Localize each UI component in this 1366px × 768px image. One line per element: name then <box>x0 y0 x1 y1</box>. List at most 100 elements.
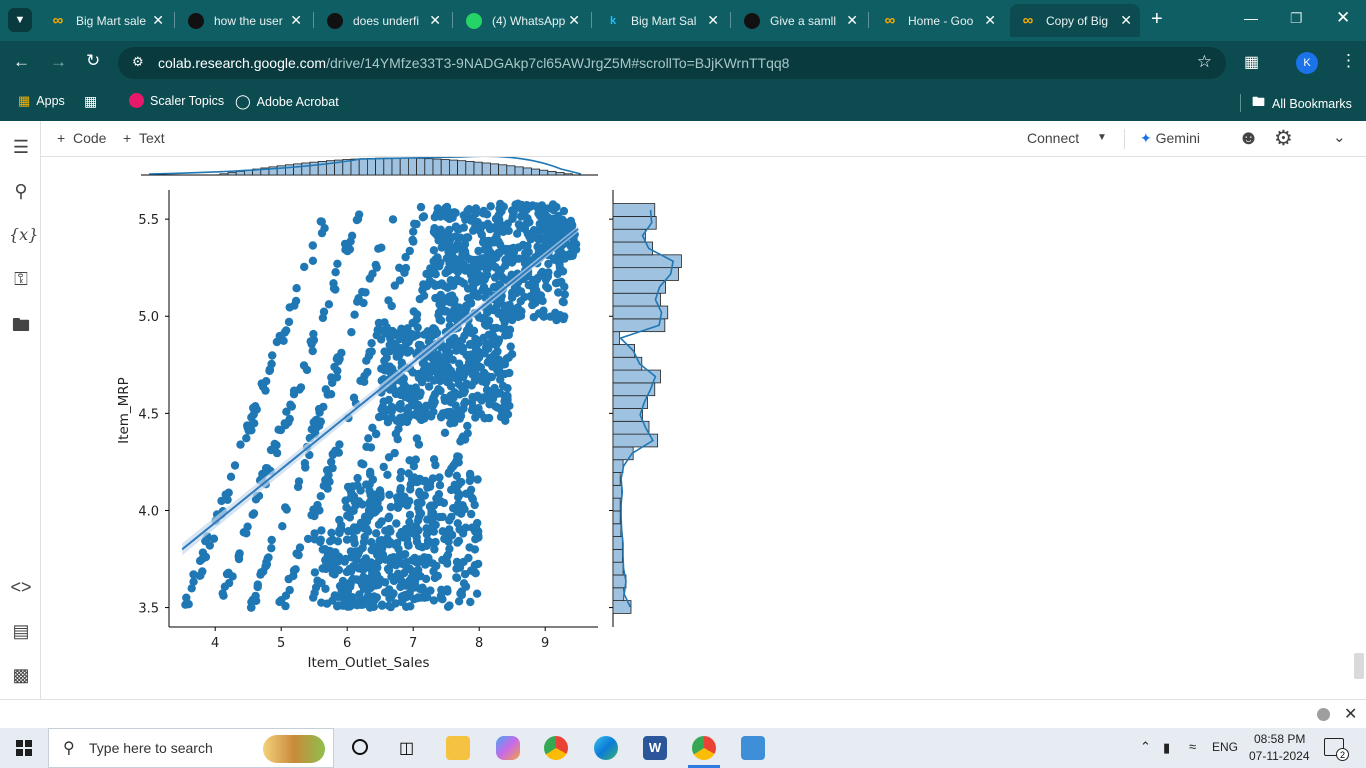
scatter-point <box>548 200 558 209</box>
restore-button[interactable]: ❐ <box>1290 10 1303 26</box>
files-folder-icon[interactable]: 🖿 <box>12 315 30 335</box>
scatter-point <box>429 265 438 274</box>
connect-dropdown[interactable]: ▼ <box>1097 132 1107 143</box>
tab-1[interactable]: how the user ✕ <box>178 4 310 37</box>
windows-start-icon[interactable] <box>16 740 32 756</box>
photos-icon[interactable] <box>741 736 765 760</box>
tab-2[interactable]: does underfi ✕ <box>317 4 449 37</box>
tab-4[interactable]: k Big Mart Sal ✕ <box>595 4 727 37</box>
battery-icon[interactable]: ▮ <box>1163 740 1171 755</box>
scatter-point <box>386 527 395 536</box>
close-tab-icon[interactable]: ✕ <box>1120 12 1132 28</box>
top-hist-bar <box>358 158 368 176</box>
close-icon[interactable]: ✕ <box>1344 706 1358 723</box>
secrets-key-icon[interactable]: ⚿ <box>14 269 28 289</box>
scatter-point <box>182 593 191 602</box>
add-code-button[interactable]: + Code <box>57 130 107 146</box>
avatar[interactable]: K <box>1296 52 1318 74</box>
more-menu-icon[interactable]: ⋮ <box>1340 51 1357 70</box>
site-info-icon[interactable]: ⚙ <box>132 54 144 69</box>
code-snippets-icon[interactable]: <> <box>10 577 32 597</box>
scatter-point <box>397 324 406 333</box>
chrome-profile-icon[interactable] <box>692 736 716 760</box>
scatter-point <box>464 205 474 214</box>
copilot-icon[interactable] <box>496 736 520 760</box>
taskbar-search-box[interactable]: ⚲ Type here to search <box>48 728 334 768</box>
wifi-icon[interactable]: ≈ <box>1189 739 1197 754</box>
scatter-point <box>510 255 520 264</box>
task-view-icon[interactable]: ◫ <box>399 740 415 757</box>
star-icon[interactable]: ☆ <box>1196 52 1212 71</box>
cell-output: 4 5 6 7 8 9 3.5 4.0 4.5 5.0 5.5 Item_Outlet_Sales It… <box>41 157 1351 699</box>
close-window-button[interactable]: ✕ <box>1336 8 1351 27</box>
scatter-point <box>409 307 418 316</box>
word-icon[interactable]: W <box>643 736 667 760</box>
clock-time[interactable]: 08:58 PM <box>1254 732 1306 746</box>
scatter-point <box>481 343 491 352</box>
all-bookmarks[interactable]: 🖿 All Bookmarks <box>1252 93 1352 115</box>
scatter-point <box>413 323 422 332</box>
collapse-chevron-icon[interactable]: ⌄ <box>1333 129 1346 146</box>
add-text-button[interactable]: + Text <box>123 130 165 146</box>
close-tab-icon[interactable]: ✕ <box>429 12 441 28</box>
right-hist-bar <box>612 228 646 243</box>
tab-5[interactable]: Give a samll ✕ <box>734 4 866 37</box>
bookmark-scaler-topics[interactable]: Scaler Topics <box>129 93 224 108</box>
clock-date[interactable]: 07-11-2024 <box>1249 749 1310 763</box>
bookmark-adobe-acrobat[interactable]: ◯ Adobe Acrobat <box>235 93 339 110</box>
chrome-icon[interactable] <box>544 736 568 760</box>
search-icon[interactable]: ⚲ <box>14 181 28 201</box>
tab-search-button[interactable]: ▼ <box>8 8 32 32</box>
scatter-point <box>325 537 335 546</box>
scatter-point <box>391 561 401 570</box>
close-tab-icon[interactable]: ✕ <box>290 12 302 28</box>
command-palette-icon[interactable]: ▤ <box>12 621 30 641</box>
scatter-point <box>401 263 411 273</box>
tab-groups-button[interactable]: ▦ <box>84 93 97 110</box>
colab-toolbar: + Code + Text Connect ▼ ✦ Gemini ☻ ⚙ ⌄ <box>0 121 1366 157</box>
close-tab-icon[interactable]: ✕ <box>846 12 858 28</box>
scatter-point <box>294 477 304 486</box>
scatter-point <box>453 519 462 528</box>
scatter-point <box>236 440 245 449</box>
scatter-point <box>509 248 519 257</box>
tab-0[interactable]: ∞ Big Mart sale ✕ <box>40 4 172 37</box>
close-tab-icon[interactable]: ✕ <box>984 12 996 28</box>
tab-7[interactable]: ∞ Copy of Big ✕ <box>1010 4 1140 37</box>
terminal-icon[interactable]: ▩ <box>12 665 30 685</box>
connect-button[interactable]: Connect <box>1027 130 1079 146</box>
scatter-point <box>479 209 488 218</box>
back-icon[interactable]: ← <box>13 52 30 71</box>
settings-gear-icon[interactable]: ⚙ <box>1274 127 1293 150</box>
scatter-point <box>488 362 497 371</box>
url-field[interactable]: ⚙ colab.research.google.com/drive/14YMfz… <box>118 47 1226 79</box>
share-icon[interactable]: ☻ <box>1238 127 1260 149</box>
tab-6[interactable]: ∞ Home - Goo ✕ <box>872 4 1004 37</box>
minimize-button[interactable]: — <box>1244 10 1258 26</box>
tray-overflow-icon[interactable]: ⌃ <box>1140 739 1151 754</box>
new-tab-button[interactable]: + <box>1151 8 1163 30</box>
scatter-point <box>317 228 327 238</box>
extensions-icon[interactable]: ▦ <box>1244 54 1260 71</box>
scatter-point <box>405 246 414 256</box>
gemini-button[interactable]: ✦ Gemini <box>1140 130 1200 147</box>
scatter-point <box>329 284 339 293</box>
variables-icon[interactable]: {x} <box>9 225 39 244</box>
bookmark-apps[interactable]: ▦ Apps <box>18 93 65 109</box>
close-tab-icon[interactable]: ✕ <box>707 12 719 28</box>
scatter-point <box>430 228 440 238</box>
reload-icon[interactable]: ↻ <box>86 51 101 70</box>
edge-icon[interactable] <box>594 736 618 760</box>
tab-3[interactable]: (4) WhatsApp ✕ <box>456 4 588 37</box>
file-explorer-icon[interactable] <box>446 736 470 760</box>
cortana-icon[interactable] <box>352 739 368 755</box>
tab-title: does underfi <box>353 13 420 28</box>
scrollbar-thumb[interactable] <box>1354 653 1364 679</box>
close-tab-icon[interactable]: ✕ <box>568 12 580 28</box>
notifications-icon[interactable] <box>1324 738 1344 756</box>
table-of-contents-icon[interactable]: ☰ <box>12 137 30 157</box>
language-indicator[interactable]: ENG <box>1212 740 1239 754</box>
close-tab-icon[interactable]: ✕ <box>152 12 164 28</box>
scatter-point <box>405 456 414 465</box>
forward-icon[interactable]: → <box>50 52 67 71</box>
